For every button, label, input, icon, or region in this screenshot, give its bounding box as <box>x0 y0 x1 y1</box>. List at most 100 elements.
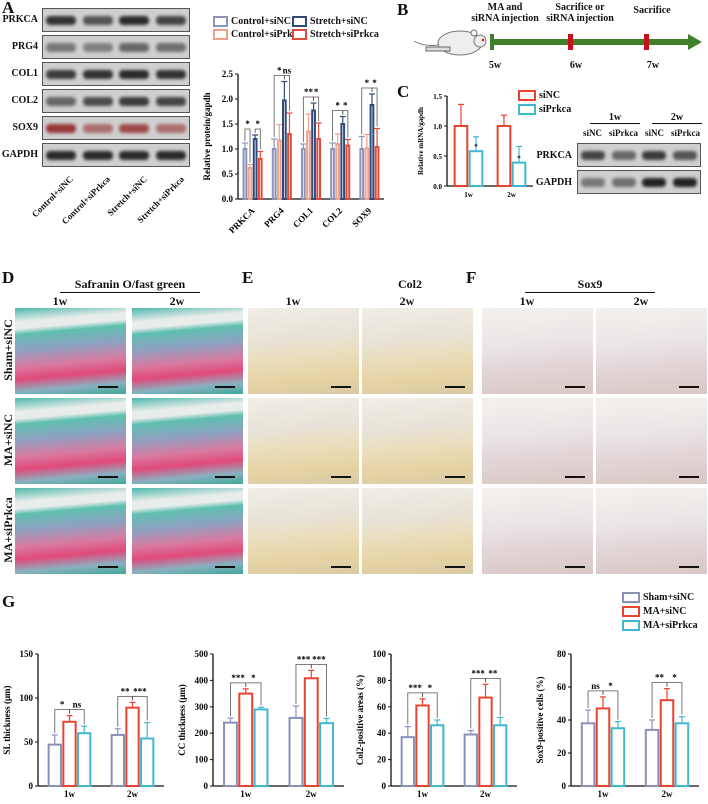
y-tick-label: 0 <box>562 781 567 791</box>
histology-image-sox9-ma-sinc-2w <box>596 398 707 484</box>
significance-label: * <box>245 119 250 129</box>
significance-bracket <box>244 128 251 163</box>
histology-image-col2-ma-siprkca-2w <box>362 488 473 574</box>
timepoint-label: 1w <box>52 294 68 308</box>
x-tick-label: 2w <box>507 191 517 199</box>
timepoint-label: 1w <box>519 294 535 308</box>
protein-band <box>119 69 150 79</box>
significance-label: ns <box>283 66 292 76</box>
histology-image-col2-ma-siprkca-1w <box>248 488 359 574</box>
event-sacrifice-or-injection: Sacrifice or siRNA injection <box>546 2 614 24</box>
x-tick-label: 1w <box>417 789 429 799</box>
bar-control-sinc-col2 <box>330 148 335 200</box>
blot-lane-label: siPrkca <box>671 128 700 138</box>
significance-label: * <box>314 87 319 97</box>
blot-lane-label: siNC <box>644 128 664 138</box>
blot-strip-gapdh <box>42 143 190 167</box>
legend-item-sham-sinc: Sham+siNC <box>622 592 694 603</box>
histology-image-safranin-ma-sinc-2w <box>132 398 243 484</box>
significance-label: *** <box>408 683 422 693</box>
bar-ma-siprkca-2w <box>319 722 334 787</box>
x-tick-label: 1w <box>240 789 252 799</box>
significance-bracket <box>254 128 261 150</box>
x-tick-label: 1w <box>598 789 610 799</box>
y-axis-label: Col2-positive areas (%) <box>355 675 365 765</box>
protein-band <box>119 15 150 25</box>
legend-label: Sham+siNC <box>643 592 695 603</box>
legend-label: siNC <box>539 90 561 101</box>
protein-band <box>82 69 113 79</box>
legend-item-stretch-siprkca: Stretch+siPrkca <box>292 29 379 40</box>
significance-label: *** <box>312 654 326 664</box>
significance-bracket <box>587 690 604 709</box>
x-tick-label: 1w <box>464 191 474 199</box>
y-tick-label: 200 <box>195 728 209 738</box>
event-sacrifice: Sacrifice <box>633 5 671 16</box>
event-ma-injection: MA and siRNA injection <box>471 2 539 24</box>
bar-stretch-sinc-sox9 <box>369 104 375 200</box>
y-tick-label: 300 <box>195 702 209 712</box>
protein-band <box>155 96 186 106</box>
panel-label-f: F <box>466 268 477 287</box>
week-label: 5w <box>488 60 502 71</box>
bar-ma-siprkca-1w <box>77 732 92 787</box>
significance-bracket <box>69 709 85 725</box>
y-tick-label: 0.5 <box>433 153 442 161</box>
protein-band <box>642 177 667 187</box>
significance-label: * <box>428 683 433 693</box>
y-tick-label: 1.0 <box>222 144 234 154</box>
significance-bracket <box>602 690 619 720</box>
blot-row-label: PRKCA <box>536 150 572 161</box>
bar-sham-sinc-1w <box>580 722 596 788</box>
blot-group-label: 1w <box>590 112 640 124</box>
stain-title-safranin: Safranin O/fast green <box>60 277 200 293</box>
panel-label-c: C <box>397 82 410 101</box>
legend-swatch <box>292 29 307 40</box>
histology-image-safranin-sham-sinc-2w <box>132 308 243 394</box>
x-tick-label: COL2 <box>320 205 344 229</box>
row-label: Sham+siNC <box>1 319 15 381</box>
blot-lane-label: siPrkca <box>609 128 638 138</box>
histology-image-col2-sham-sinc-2w <box>362 308 473 394</box>
legend-label: MA+siNC <box>643 606 687 617</box>
significance-bracket <box>666 682 683 715</box>
y-tick-label: 1.0 <box>433 123 442 131</box>
scale-bar <box>98 476 118 478</box>
scale-bar <box>445 386 465 388</box>
bar-sinc-1w <box>453 125 469 187</box>
protein-band <box>46 69 77 79</box>
legend-item-ma-sinc: MA+siNC <box>622 606 686 617</box>
significance-label: * <box>251 673 256 683</box>
bar-control-siprkca-prg4 <box>276 139 282 200</box>
bar-ma-sinc-1w <box>595 707 611 787</box>
y-tick-label: 80 <box>377 675 387 685</box>
protein-band <box>672 150 697 160</box>
blot-group-label: 2w <box>652 112 702 124</box>
y-tick-label: 40 <box>377 728 387 738</box>
x-tick-label: 2w <box>306 789 318 799</box>
bar-ma-siprkca-1w <box>430 724 445 787</box>
protein-band <box>672 177 697 187</box>
scale-bar <box>331 476 351 478</box>
protein-band <box>155 15 186 25</box>
protein-band <box>82 42 113 52</box>
bar-ma-sinc-1w <box>238 692 254 787</box>
y-tick-label: 100 <box>20 693 34 703</box>
panel-label-a: A <box>2 0 15 17</box>
protein-band <box>119 123 150 133</box>
legend-item-ma-siprkca: MA+siPrkca <box>622 620 698 631</box>
protein-band <box>119 150 150 160</box>
significance-bracket <box>313 96 320 121</box>
scale-bar <box>679 386 699 388</box>
bar-siprkca-1w <box>468 150 484 187</box>
y-tick-label: 400 <box>195 675 209 685</box>
timepoint-label: 2w <box>399 294 415 308</box>
legend-swatch <box>622 606 640 617</box>
scale-bar <box>215 476 235 478</box>
significance-label: * <box>474 143 478 151</box>
y-tick-label: 20 <box>557 748 567 758</box>
bar-sham-sinc-2w <box>463 733 478 787</box>
legend-label: MA+siPrkca <box>643 620 698 631</box>
